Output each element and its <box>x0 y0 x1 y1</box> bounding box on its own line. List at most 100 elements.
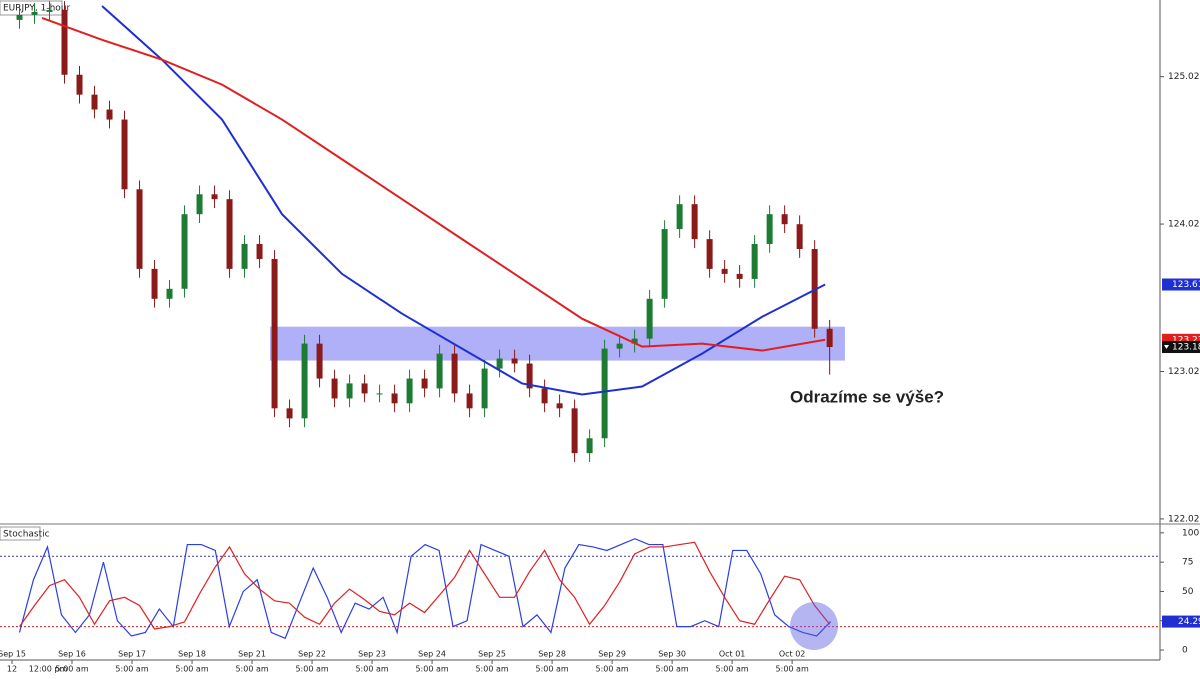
moving-average <box>101 5 826 396</box>
highlight-circle <box>790 602 838 650</box>
candle-body <box>346 383 353 399</box>
x-time-label: 5:00 am <box>535 665 568 674</box>
candle-body <box>121 119 128 190</box>
candle-body <box>481 368 488 409</box>
chart-title: EURJPY, 1-hour <box>3 4 71 14</box>
stoch-tick-label: 0 <box>1182 646 1188 656</box>
price-marker-label: 123.611 <box>1172 280 1200 290</box>
candle-body <box>391 393 398 404</box>
x-time-label: 12 <box>7 665 17 674</box>
candle-body <box>421 378 428 389</box>
candle-body <box>361 383 368 394</box>
x-tick-label: Sep 17 <box>118 650 146 659</box>
x-time-label: 5:00 am <box>235 665 268 674</box>
candle-body <box>271 259 278 409</box>
x-tick-label: Sep 28 <box>538 650 566 659</box>
x-time-label: 5:00 am <box>55 665 88 674</box>
candle-body <box>526 363 533 389</box>
candle-body <box>511 358 518 364</box>
candle-body <box>76 74 83 95</box>
candle-body <box>31 11 38 15</box>
candle-body <box>496 358 503 369</box>
title-box <box>0 0 63 16</box>
candle-body <box>586 438 593 454</box>
x-tick-label: Sep 18 <box>178 650 206 659</box>
x-time-label: 5:00 am <box>295 665 328 674</box>
candle-body <box>661 229 668 299</box>
x-tick-label: Sep 21 <box>238 650 266 659</box>
candle-body <box>436 353 443 389</box>
candle-body <box>106 109 113 120</box>
price-marker-label: 123.187 <box>1172 343 1200 353</box>
x-tick-label: Oct 02 <box>779 650 806 659</box>
x-tick-label: Sep 25 <box>478 650 506 659</box>
candle-body <box>601 348 608 439</box>
candle-body <box>721 268 728 274</box>
candle-body <box>256 243 263 260</box>
candle-body <box>406 378 413 404</box>
x-time-label: 5:00 am <box>175 665 208 674</box>
candle-body <box>286 408 293 419</box>
stoch-line <box>19 541 831 630</box>
candle-body <box>541 388 548 404</box>
x-time-label: 5:00 am <box>596 665 629 674</box>
candle-body <box>751 243 758 279</box>
candle-body <box>46 10 53 12</box>
candle-body <box>706 239 713 269</box>
candle-body <box>691 204 698 240</box>
candle-body <box>151 268 158 299</box>
candle-body <box>451 353 458 394</box>
x-time-label: 5:00 am <box>355 665 388 674</box>
candle-body <box>316 343 323 379</box>
stoch-tick-label: 50 <box>1182 587 1194 597</box>
candle-body <box>16 14 23 20</box>
price-marker <box>1162 341 1200 354</box>
price-marker <box>1162 278 1200 291</box>
candle-body <box>331 378 338 399</box>
x-time-label: 5:00 am <box>776 665 809 674</box>
x-tick-label: Sep 23 <box>358 650 386 659</box>
x-time-label: 12:00 pm <box>29 665 68 674</box>
moving-average <box>41 17 826 352</box>
support-zone <box>270 326 845 361</box>
annotation: Odrazíme se výše? <box>790 387 944 406</box>
candle-body <box>646 298 653 339</box>
candle-body <box>136 189 143 269</box>
x-time-label: 5:00 am <box>115 665 148 674</box>
candle-body <box>616 343 623 349</box>
candle-body <box>571 408 578 454</box>
candle-body <box>736 273 743 279</box>
x-time-label: 5:00 am <box>415 665 448 674</box>
x-time-label: 5:00 am <box>656 665 689 674</box>
x-tick-label: Sep 30 <box>658 650 686 659</box>
candle-body <box>796 224 803 249</box>
price-marker-arrow <box>1164 345 1169 350</box>
stoch-tick-label: 75 <box>1182 558 1193 568</box>
x-tick-label: Sep 22 <box>298 650 326 659</box>
candle-body <box>766 214 773 244</box>
candle-body <box>676 204 683 230</box>
y-tick-label: 122.021 <box>1168 514 1200 524</box>
candle-body <box>91 94 98 110</box>
stoch-marker-label: 24.29 <box>1178 617 1200 627</box>
x-tick-label: Sep 16 <box>58 650 86 659</box>
candle-body <box>781 214 788 225</box>
x-tick-label: Oct 01 <box>719 650 746 659</box>
candle-body <box>211 194 218 200</box>
candle-body <box>376 393 383 395</box>
candle-body <box>226 199 233 269</box>
y-tick-label: 125.021 <box>1168 72 1200 82</box>
candle-body <box>61 10 68 75</box>
x-tick-label: Sep 24 <box>418 650 446 659</box>
stoch-line <box>18 538 832 640</box>
price-marker-label: 123.236 <box>1172 335 1200 345</box>
candle-body <box>631 338 638 344</box>
x-tick-label: Sep 15 <box>0 650 26 659</box>
x-tick-label: Sep 29 <box>598 650 626 659</box>
stoch-marker <box>1162 615 1200 628</box>
candle-body <box>556 403 563 409</box>
candle-body <box>196 194 203 215</box>
candle-body <box>301 343 308 419</box>
stoch-title: Stochastic <box>3 530 50 540</box>
